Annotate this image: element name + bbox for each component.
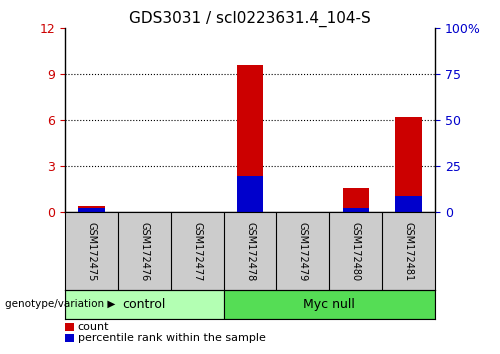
Bar bbox=[396, 117, 422, 212]
Text: percentile rank within the sample: percentile rank within the sample bbox=[78, 333, 266, 343]
Text: GSM172479: GSM172479 bbox=[298, 222, 308, 281]
Bar bbox=[65, 290, 224, 319]
Text: GSM172478: GSM172478 bbox=[245, 222, 255, 281]
Text: GSM172475: GSM172475 bbox=[86, 222, 97, 281]
Text: count: count bbox=[78, 322, 109, 332]
Bar bbox=[237, 65, 263, 212]
Text: GSM172477: GSM172477 bbox=[192, 222, 202, 281]
Bar bbox=[224, 290, 435, 319]
Title: GDS3031 / scl0223631.4_104-S: GDS3031 / scl0223631.4_104-S bbox=[129, 11, 371, 27]
Bar bbox=[342, 188, 369, 212]
Bar bbox=[237, 176, 263, 212]
Text: GSM172480: GSM172480 bbox=[350, 222, 360, 281]
Bar bbox=[78, 208, 104, 212]
Bar bbox=[342, 208, 369, 212]
Text: Myc null: Myc null bbox=[304, 298, 355, 311]
Text: GSM172476: GSM172476 bbox=[140, 222, 149, 281]
Text: genotype/variation ▶: genotype/variation ▶ bbox=[5, 299, 116, 309]
Bar bbox=[396, 195, 422, 212]
Text: control: control bbox=[122, 298, 166, 311]
Text: GSM172481: GSM172481 bbox=[404, 222, 413, 281]
Bar bbox=[78, 206, 104, 212]
